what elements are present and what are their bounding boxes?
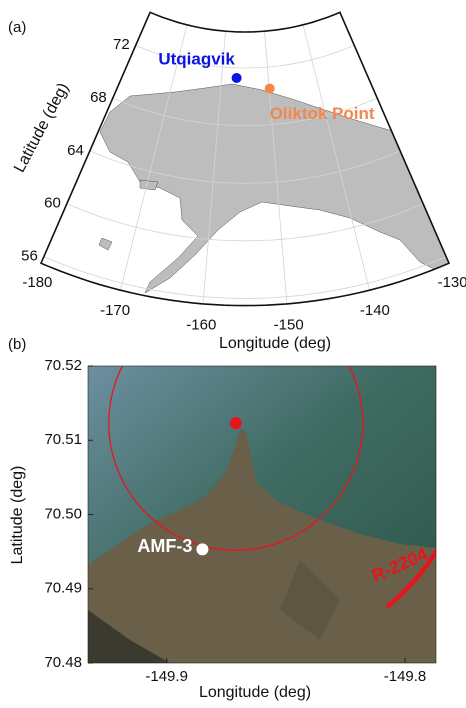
site-marker [232, 73, 242, 83]
x-tick-label: -160 [186, 316, 216, 333]
map-area [41, 12, 466, 305]
site-label: AMF-3 [137, 536, 192, 556]
y-tick-label: 70.52 [44, 357, 82, 374]
y-tick-label: 70.51 [44, 431, 82, 448]
y-tick-label: 70.50 [44, 505, 82, 522]
x-tick-label: -140 [360, 302, 390, 319]
x-tick-label: -149.8 [384, 668, 427, 685]
x-tick-label: -149.9 [145, 668, 188, 685]
panel-label: (a) [8, 19, 26, 36]
x-tick-label: -150 [274, 316, 304, 333]
y-tick-label: 64 [67, 142, 84, 159]
panel-label: (b) [8, 336, 26, 353]
site-marker [230, 417, 242, 429]
site-label: Oliktok Point [270, 104, 375, 123]
x-axis-title: Longitude (deg) [219, 335, 331, 352]
y-axis-title: Latitude (deg) [11, 80, 72, 175]
island [140, 180, 158, 190]
site-marker [196, 543, 208, 555]
y-tick-label: 56 [21, 248, 38, 265]
y-tick-label: 70.49 [44, 580, 82, 597]
y-tick-label: 68 [90, 89, 107, 106]
site-label: Utqiagvik [158, 49, 235, 68]
site-marker [265, 84, 275, 94]
x-tick-label: -170 [100, 302, 130, 319]
figure: (a) (b) Longitude (deg) Latitude (deg) L… [0, 0, 466, 703]
y-tick-label: 70.48 [44, 654, 82, 671]
y-tick-label: 72 [113, 36, 130, 53]
y-axis-title: Latitude (deg) [9, 466, 26, 565]
x-tick-label: -180 [22, 274, 52, 291]
x-tick-label: -130 [438, 274, 466, 291]
y-tick-label: 60 [44, 195, 61, 212]
x-axis-title: Longitude (deg) [199, 684, 311, 701]
